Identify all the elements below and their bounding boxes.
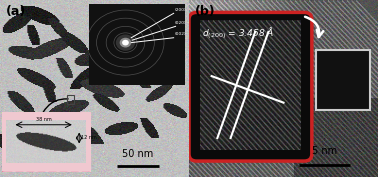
Text: 50 nm: 50 nm [122,149,153,159]
Text: (002): (002) [175,32,186,36]
Bar [67,95,74,104]
Circle shape [120,38,131,47]
Text: (200): (200) [175,8,186,12]
Text: (020): (020) [175,21,186,25]
FancyBboxPatch shape [189,12,312,161]
FancyBboxPatch shape [0,110,93,173]
Text: (b): (b) [195,5,215,18]
Circle shape [116,35,135,51]
Text: 38 nm: 38 nm [36,117,51,122]
Bar [316,50,370,110]
Circle shape [122,40,129,45]
Text: 5 nm: 5 nm [311,146,337,156]
Text: $d_{(200)}$ = 3.458 Å: $d_{(200)}$ = 3.458 Å [202,25,274,41]
Text: (a): (a) [6,5,26,18]
Text: 12 nm: 12 nm [81,135,97,141]
